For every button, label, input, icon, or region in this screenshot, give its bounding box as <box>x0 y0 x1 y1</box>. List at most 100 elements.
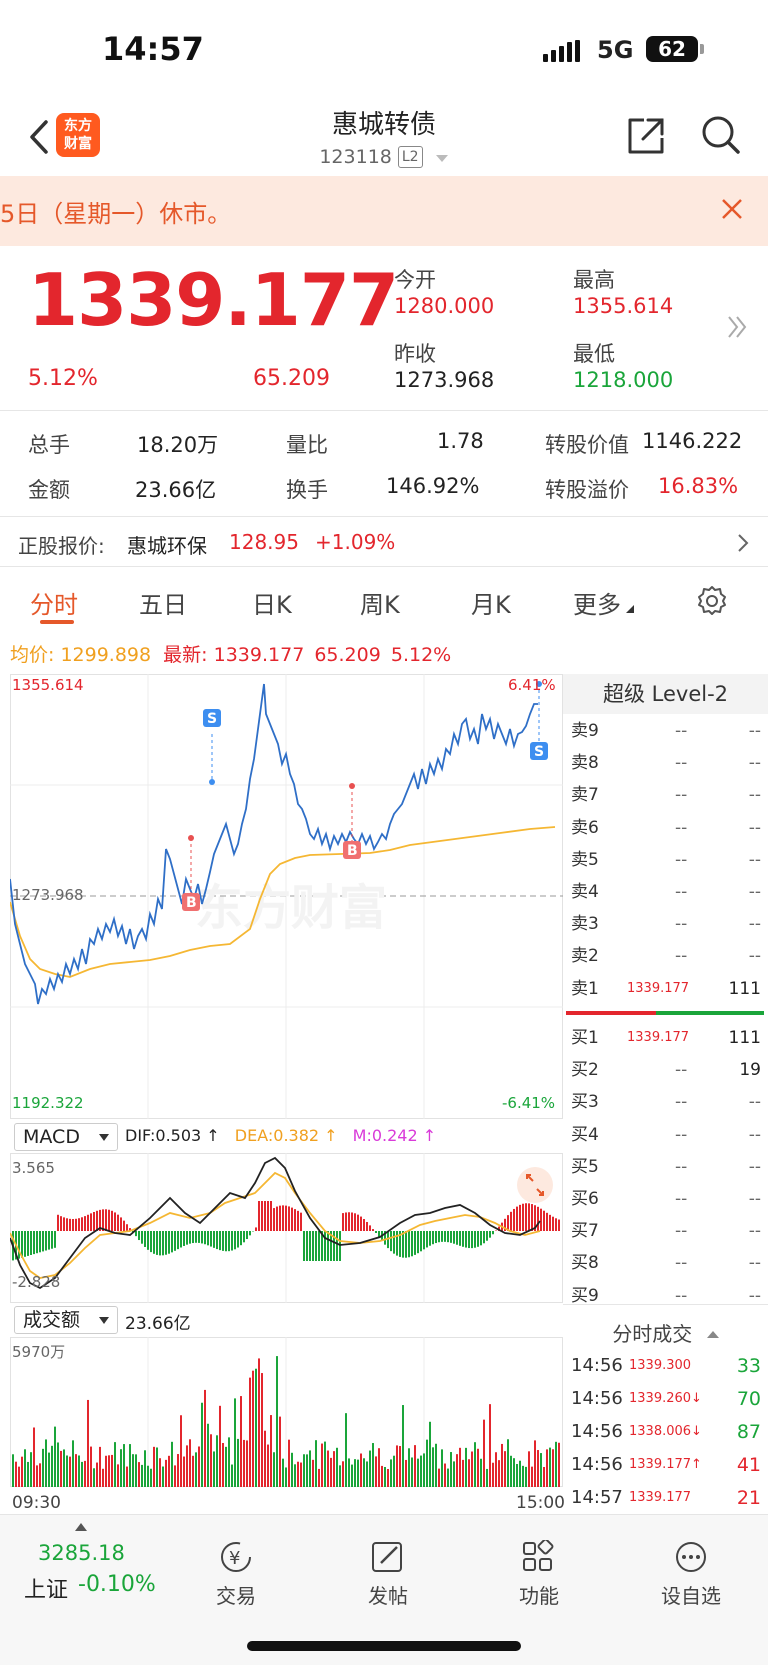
stock-change: +1.09% <box>315 530 396 554</box>
volume-bar <box>483 1419 485 1487</box>
volume-bar <box>336 1447 338 1487</box>
volume-bar <box>537 1450 539 1487</box>
volume-bar <box>279 1416 281 1487</box>
chevrons-right-icon[interactable] <box>726 314 748 340</box>
macd-bar <box>174 1231 176 1251</box>
volume-bar <box>144 1450 146 1487</box>
trade-row[interactable]: 14:56 1338.006↓ 87 <box>571 1416 761 1448</box>
watermark: 东方财富 <box>195 880 387 936</box>
ask-row[interactable]: 卖9 -- -- <box>571 717 761 745</box>
volume-bar <box>204 1389 206 1487</box>
macd-bar <box>24 1231 26 1257</box>
volume-bar <box>408 1448 410 1487</box>
macd-bar <box>228 1231 230 1252</box>
tab-weekly-k[interactable]: 周K <box>360 591 400 619</box>
macd-bar <box>147 1231 149 1250</box>
macd-bar <box>18 1231 20 1259</box>
macd-bar <box>384 1231 386 1245</box>
volume-bar <box>357 1459 359 1487</box>
trade-row[interactable]: 14:57 1339.177 21 <box>571 1482 761 1514</box>
premium-value: 16.83% <box>658 474 739 498</box>
tab-more[interactable]: 更多 <box>573 585 634 620</box>
order-level-price: 1339.177 <box>627 980 690 996</box>
search-icon[interactable] <box>700 114 742 156</box>
bid-row[interactable]: 买2 -- 19 <box>571 1056 761 1084</box>
bid-row[interactable]: 买5 -- -- <box>571 1153 761 1181</box>
volume-bar <box>468 1459 470 1487</box>
macd-bar <box>171 1231 173 1253</box>
trades-title[interactable]: 分时成交 <box>563 1318 768 1347</box>
volume-bar <box>510 1455 512 1487</box>
ask-row[interactable]: 卖7 -- -- <box>571 781 761 809</box>
trade-row[interactable]: 14:56 1339.177↑ 41 <box>571 1449 761 1481</box>
volume-bar <box>558 1442 560 1487</box>
trade-row[interactable]: 14:56 1339.300 33 <box>571 1350 761 1382</box>
order-level-price: -- <box>675 1285 688 1306</box>
nav-add-watchlist[interactable]: 设自选 <box>636 1540 746 1609</box>
volume-selector[interactable]: 成交额 <box>14 1306 118 1334</box>
index-change[interactable]: -0.10% <box>78 1572 156 1597</box>
order-level-label: 买6 <box>571 1189 599 1209</box>
volume-bar <box>93 1468 95 1487</box>
price-line <box>10 683 538 1005</box>
sell-marker: S <box>534 744 544 760</box>
index-value[interactable]: 3285.18 <box>38 1541 125 1565</box>
volume-total: 23.66亿 <box>125 1314 191 1334</box>
macd-bar <box>27 1231 29 1256</box>
ask-row[interactable]: 卖3 -- -- <box>571 910 761 938</box>
share-icon[interactable] <box>626 116 666 156</box>
trade-price: 1338.006↓ <box>629 1424 702 1439</box>
order-level-label: 买8 <box>571 1253 599 1274</box>
tab-intraday[interactable]: 分时 <box>30 591 78 619</box>
bid-row[interactable]: 买8 -- -- <box>571 1249 761 1277</box>
macd-bar <box>420 1231 422 1252</box>
macd-bar <box>339 1231 341 1261</box>
level2-title[interactable]: 超级 Level-2 <box>563 674 768 714</box>
tab-daily-k[interactable]: 日K <box>252 591 292 619</box>
ask-row[interactable]: 卖2 -- -- <box>571 942 761 970</box>
trade-row[interactable]: 14:56 1339.260↓ 70 <box>571 1383 761 1415</box>
intraday-price-chart[interactable]: 东方财富 S S B B 1355.614 1273.968 1192.322 … <box>10 674 563 1119</box>
index-name[interactable]: 上证 <box>24 1578 69 1603</box>
order-level-label: 买4 <box>571 1124 599 1145</box>
tab-five-day[interactable]: 五日 <box>139 591 187 619</box>
back-icon[interactable] <box>24 114 60 160</box>
ask-row[interactable]: 卖6 -- -- <box>571 814 761 842</box>
ask-row[interactable]: 卖5 -- -- <box>571 846 761 874</box>
gear-icon[interactable] <box>696 584 728 616</box>
volume-bar <box>66 1455 68 1487</box>
macd-bar <box>552 1216 554 1231</box>
volume-bar <box>312 1459 314 1487</box>
y-prev-label: 1273.968 <box>12 886 84 904</box>
volume-bar <box>180 1415 182 1487</box>
tab-monthly-k[interactable]: 月K <box>471 591 511 619</box>
macd-bar <box>450 1231 452 1243</box>
bid-row[interactable]: 买6 -- -- <box>571 1185 761 1213</box>
macd-bar <box>285 1205 287 1231</box>
bid-row[interactable]: 买9 -- -- <box>571 1282 761 1310</box>
bid-row[interactable]: 买4 -- -- <box>571 1121 761 1149</box>
volume-bars <box>12 1356 560 1487</box>
bid-row[interactable]: 买1 1339.177 111 <box>571 1024 761 1052</box>
volume-bar <box>513 1458 515 1487</box>
macd-chart[interactable]: 3.565 -2.828 <box>10 1153 563 1303</box>
bid-row[interactable]: 买7 -- -- <box>571 1217 761 1245</box>
macd-bar <box>456 1231 458 1245</box>
close-icon[interactable] <box>718 195 746 223</box>
macd-selector[interactable]: MACD <box>14 1123 118 1151</box>
ratio-label: 量比 <box>286 433 328 457</box>
trade-price: 1339.177↑ <box>629 1457 702 1472</box>
nav-functions[interactable]: 功能 <box>484 1540 594 1609</box>
volume-bar <box>450 1452 452 1487</box>
nav-trade[interactable]: ¥ 交易 <box>181 1540 291 1609</box>
macd-bar <box>399 1231 401 1257</box>
code-row[interactable]: 123118 L2 <box>234 146 534 168</box>
underlying-stock-row[interactable]: 正股报价: 惠城环保 128.95 +1.09% <box>0 518 768 566</box>
change-percent: 5.12% <box>28 366 98 391</box>
nav-post[interactable]: 发帖 <box>333 1540 443 1609</box>
ask-row[interactable]: 卖4 -- -- <box>571 878 761 906</box>
ask-row[interactable]: 卖1 1339.177 111 <box>571 975 761 1003</box>
ask-row[interactable]: 卖8 -- -- <box>571 749 761 777</box>
volume-chart[interactable]: 5970万 <box>10 1337 563 1487</box>
bid-row[interactable]: 买3 -- -- <box>571 1088 761 1116</box>
